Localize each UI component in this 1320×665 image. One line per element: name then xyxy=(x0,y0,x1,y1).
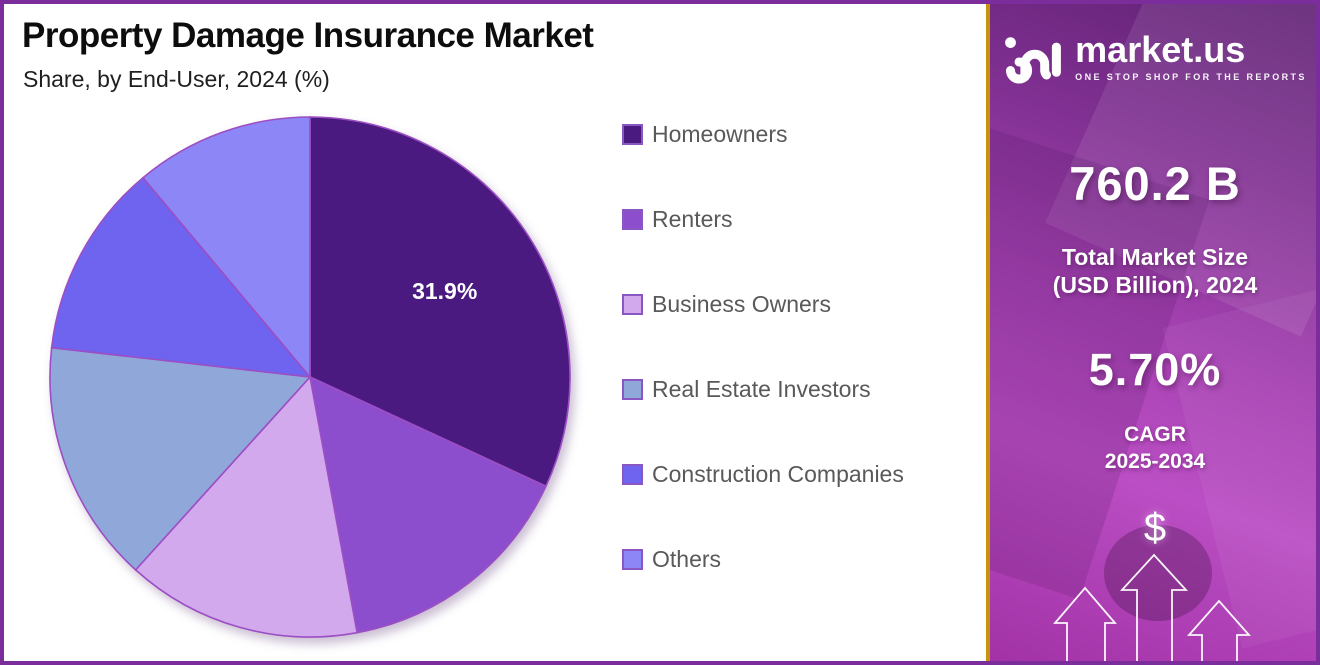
page-title: Property Damage Insurance Market xyxy=(22,16,594,55)
cagr-label: CAGR 2025-2034 xyxy=(990,421,1316,475)
cagr-label-line1: CAGR xyxy=(1124,423,1186,446)
legend-item-real-estate-investors: Real Estate Investors xyxy=(622,376,904,402)
brand-logo: market.us ONE STOP SHOP FOR THE REPORTS xyxy=(990,29,1316,84)
logo-wordmark: market.us xyxy=(1075,29,1246,70)
legend-item-renters: Renters xyxy=(622,206,904,232)
legend-label: Renters xyxy=(652,206,733,232)
legend-label: Homeowners xyxy=(652,121,788,147)
pie-slice-real-estate-investors xyxy=(49,346,312,571)
growth-arrows-icon xyxy=(1053,553,1251,661)
dollar-icon: $ xyxy=(1143,506,1167,550)
market-size-label-line1: Total Market Size xyxy=(1061,244,1249,270)
pie-slice-homeowners xyxy=(309,116,571,488)
logo-text-block: market.us ONE STOP SHOP FOR THE REPORTS xyxy=(1075,29,1307,83)
legend-swatch-icon xyxy=(622,378,643,400)
cagr-value: 5.70% xyxy=(1088,344,1222,395)
pie-chart-svg: 31.9% xyxy=(49,116,571,638)
legend-item-homeowners: Homeowners xyxy=(622,121,904,147)
legend-swatch-icon xyxy=(622,293,643,315)
legend-label: Construction Companies xyxy=(652,461,904,487)
legend-label: Others xyxy=(652,546,722,572)
pie-chart: 31.9% xyxy=(34,101,582,649)
page-subtitle: Share, by End-User, 2024 (%) xyxy=(23,66,330,92)
pie-slice-construction-companies xyxy=(50,176,312,379)
logo-tagline: ONE STOP SHOP FOR THE REPORTS xyxy=(1075,72,1307,82)
legend-swatch-icon xyxy=(622,463,643,485)
pie-slice-renters xyxy=(308,375,548,634)
legend-swatch-icon xyxy=(622,123,643,145)
pie-value-label-homeowners: 31.9% xyxy=(412,278,477,304)
market-size-value: 760.2 B xyxy=(1069,157,1241,210)
chart-area: Property Damage Insurance Market Share, … xyxy=(4,4,986,661)
cagr-label-line2: 2025-2034 xyxy=(1104,450,1206,473)
pie-slice-others xyxy=(141,116,311,380)
brand-panel: market.us ONE STOP SHOP FOR THE REPORTS … xyxy=(986,4,1316,661)
market-size-label-line2: (USD Billion), 2024 xyxy=(1052,272,1258,298)
legend: Homeowners Renters Business Owners Real Est… xyxy=(622,121,904,572)
legend-item-construction-companies: Construction Companies xyxy=(622,461,904,487)
market-size-label: Total Market Size (USD Billion), 2024 xyxy=(990,243,1316,299)
marketus-logo-icon xyxy=(1005,37,1062,84)
legend-swatch-icon xyxy=(622,208,643,230)
legend-label: Real Estate Investors xyxy=(652,376,871,402)
legend-label: Business Owners xyxy=(652,291,831,317)
legend-item-others: Others xyxy=(622,546,904,572)
legend-swatch-icon xyxy=(622,548,643,570)
pie-slice-business-owners xyxy=(134,375,359,638)
legend-item-business-owners: Business Owners xyxy=(622,291,904,317)
